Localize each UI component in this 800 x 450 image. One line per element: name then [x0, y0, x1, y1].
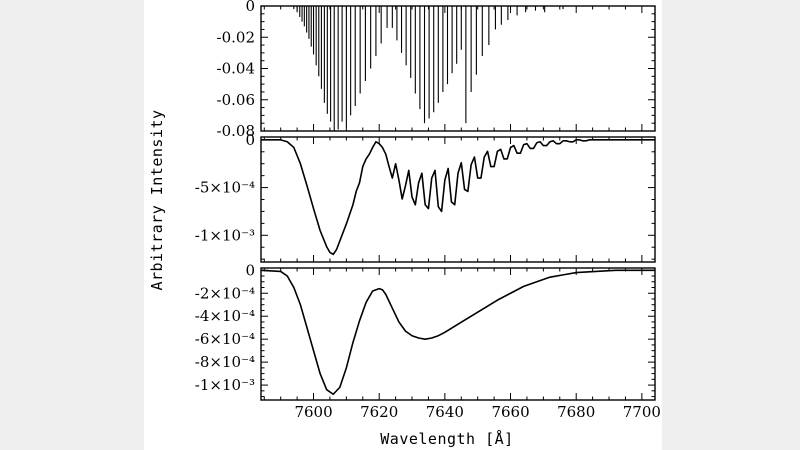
- x-axis-title: Wavelength [Å]: [380, 429, 513, 448]
- top-frame: [260, 5, 656, 132]
- bottom-ytick-label: -1×10⁻³: [195, 376, 255, 394]
- middle-frame: [260, 136, 656, 263]
- top-ytick-label: -0.06: [217, 91, 255, 109]
- middle-ytick-label: -1×10⁻³: [195, 226, 255, 244]
- bottom-ytick-label: -6×10⁻⁴: [195, 330, 255, 348]
- panel-top: 0 -0.02 -0.04 -0.06 -0.08: [217, 0, 656, 140]
- bottom-xtick-label: 7700: [623, 403, 661, 421]
- top-ytick-label: -0.08: [217, 122, 255, 140]
- panel-bottom: 0 -2×10⁻⁴ -4×10⁻⁴ -6×10⁻⁴ -8×10⁻⁴ -1×10⁻³ 7600…: [195, 261, 661, 421]
- bottom-ytick-label: -2×10⁻⁴: [195, 284, 255, 302]
- bottom-frame: [260, 267, 656, 401]
- bottom-ytick-label: -8×10⁻⁴: [195, 353, 255, 371]
- figure-page: 0 -0.02 -0.04 -0.06 -0.08 0 -5×10⁻⁴ -1×10⁻³ 0 -…: [144, 0, 662, 450]
- bottom-xtick-label: 7600: [294, 403, 332, 421]
- top-ytick-label: 0: [245, 0, 255, 15]
- bottom-ytick-label: -4×10⁻⁴: [195, 307, 255, 325]
- figure-canvas: 0 -0.02 -0.04 -0.06 -0.08 0 -5×10⁻⁴ -1×10⁻³ 0 -…: [148, 0, 661, 448]
- panel-middle: 0 -5×10⁻⁴ -1×10⁻³: [195, 131, 656, 263]
- bottom-xtick-label: 7620: [360, 403, 398, 421]
- y-axis-title: Arbitrary Intensity: [148, 109, 166, 290]
- middle-ytick-label: -5×10⁻⁴: [195, 179, 255, 197]
- bottom-ytick-label: 0: [245, 261, 255, 279]
- bottom-xtick-label: 7660: [491, 403, 529, 421]
- top-ytick-label: -0.04: [217, 60, 255, 78]
- top-ytick-label: -0.02: [217, 28, 255, 46]
- bottom-xtick-label: 7640: [426, 403, 464, 421]
- bottom-series-line: [260, 269, 655, 396]
- middle-series-line: [261, 139, 655, 256]
- bottom-xtick-label: 7680: [557, 403, 595, 421]
- middle-ytick-label: 0: [245, 131, 255, 149]
